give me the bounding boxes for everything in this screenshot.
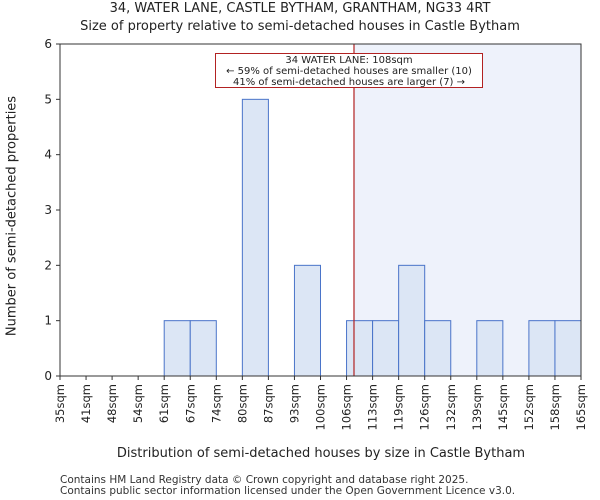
x-tick-label: 106sqm <box>340 384 354 430</box>
x-tick-label: 100sqm <box>314 384 328 430</box>
histogram-bar <box>476 320 504 377</box>
histogram-bar <box>398 264 426 377</box>
chart-subtitle: Size of property relative to semi-detach… <box>80 19 520 34</box>
x-tick-label: 41sqm <box>79 384 93 423</box>
histogram-bar <box>163 320 191 377</box>
y-tick-label: 6 <box>44 37 52 51</box>
x-axis-label: Distribution of semi-detached houses by … <box>116 446 526 461</box>
histogram-bar <box>241 98 269 377</box>
y-tick-label: 5 <box>44 92 52 106</box>
y-tick-label: 2 <box>44 258 52 272</box>
x-tick-label: 145sqm <box>496 384 510 430</box>
histogram-bar <box>424 320 452 377</box>
annotation-line-3: 41% of semi-detached houses are larger (… <box>232 77 466 88</box>
histogram-bar <box>528 320 556 377</box>
x-tick-label: 61sqm <box>157 384 171 423</box>
x-tick-label: 74sqm <box>209 384 223 423</box>
histogram-bar <box>346 320 374 377</box>
x-tick-label: 126sqm <box>418 384 432 430</box>
x-tick-label: 54sqm <box>131 384 145 423</box>
histogram-bar <box>293 264 322 377</box>
property-annotation-box: 34 WATER LANE: 108sqm ← 59% of semi-deta… <box>215 53 483 88</box>
y-tick-label: 0 <box>44 369 52 383</box>
histogram-bar <box>554 320 582 377</box>
x-tick-label: 80sqm <box>235 384 249 423</box>
y-axis-label: Number of semi-detached properties <box>4 95 20 337</box>
x-tick-label: 87sqm <box>261 384 275 423</box>
y-tick-label: 1 <box>44 314 52 328</box>
x-tick-label: 35sqm <box>53 384 67 423</box>
footer-line-1: Contains HM Land Registry data © Crown c… <box>60 474 469 486</box>
x-tick-label: 119sqm <box>392 384 406 430</box>
x-tick-label: 152sqm <box>522 384 536 430</box>
x-tick-label: 113sqm <box>366 384 380 430</box>
x-tick-label: 67sqm <box>183 384 197 423</box>
x-tick-label: 158sqm <box>548 384 562 430</box>
y-tick-label: 4 <box>44 148 52 162</box>
histogram-bar <box>372 320 400 377</box>
x-tick-label: 48sqm <box>105 384 119 423</box>
x-tick-label: 165sqm <box>574 384 588 430</box>
x-tick-label: 139sqm <box>470 384 484 430</box>
histogram-bar <box>189 320 217 377</box>
annotation-line-1: 34 WATER LANE: 108sqm <box>285 55 413 66</box>
chart-title: 34, WATER LANE, CASTLE BYTHAM, GRANTHAM,… <box>109 1 491 16</box>
x-tick-label: 93sqm <box>287 384 301 423</box>
y-tick-label: 3 <box>44 203 52 217</box>
x-tick-label: 132sqm <box>444 384 458 430</box>
footer-line-2: Contains public sector information licen… <box>60 485 516 497</box>
annotation-line-2: ← 59% of semi-detached houses are smalle… <box>226 66 472 77</box>
